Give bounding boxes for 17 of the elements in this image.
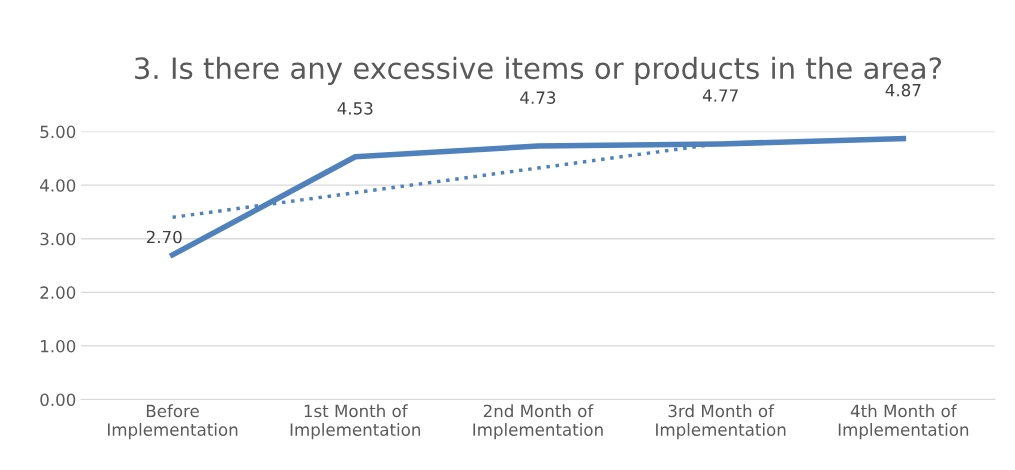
x-tick-label: 2nd Month of Implementation [473,404,603,440]
y-tick-label: 0.00 [40,393,76,407]
chart-title: 3. Is there any excessive items or products in the area? [135,56,942,85]
x-tick-label: 4th Month of Implementation [838,404,969,440]
data-label: 4.73 [520,91,556,104]
data-label: 4.53 [337,102,373,115]
x-tick-label: 1st Month of Implementation [290,404,421,440]
data-label: 4.77 [702,89,738,102]
y-tick-label: 4.00 [40,179,76,192]
x-tick-label: Before Implementation [108,404,238,440]
data-label: 4.87 [885,83,921,97]
y-tick-label: 3.00 [40,232,76,246]
y-tick-label: 2.00 [40,286,76,299]
y-tick-label: 5.00 [40,125,76,139]
x-tick-label: 3rd Month of Implementation [656,404,786,440]
y-tick-label: 1.00 [41,339,76,353]
data-label: 2.70 [146,230,182,244]
